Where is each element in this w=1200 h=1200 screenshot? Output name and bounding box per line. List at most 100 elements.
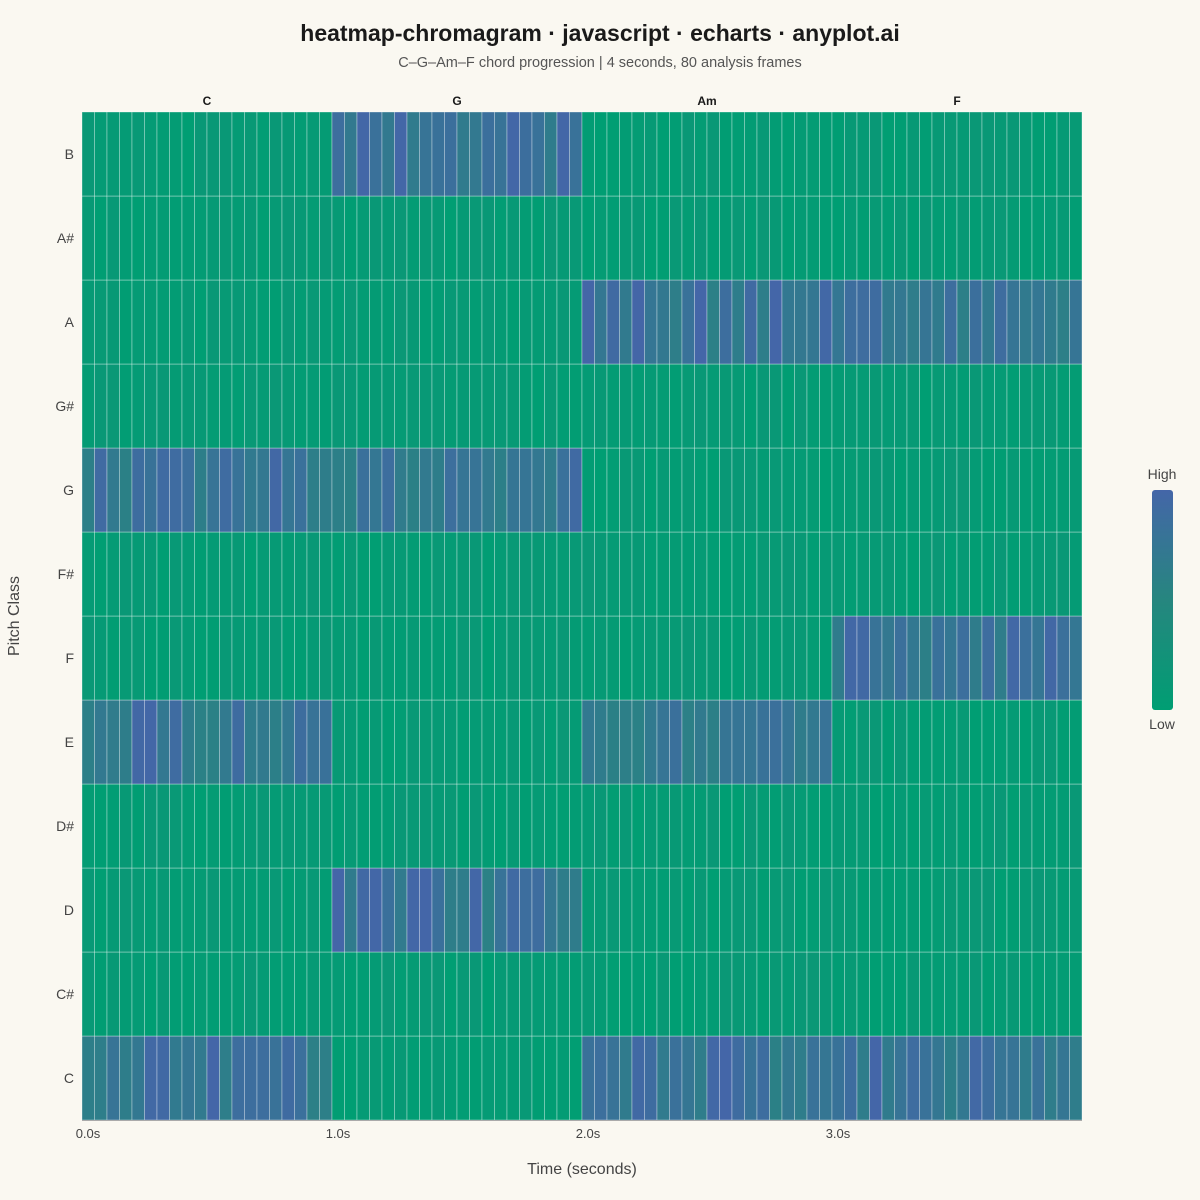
heatmap-cell[interactable] [456,531,470,617]
heatmap-cell[interactable] [944,363,958,449]
heatmap-cell[interactable] [956,111,970,197]
heatmap-cell[interactable] [519,363,533,449]
heatmap-cell[interactable] [219,447,233,533]
heatmap-cell[interactable] [206,1035,220,1121]
heatmap-cell[interactable] [606,447,620,533]
heatmap-cell[interactable] [781,699,795,785]
heatmap-cell[interactable] [244,699,258,785]
heatmap-cell[interactable] [756,867,770,953]
heatmap-cell[interactable] [456,447,470,533]
heatmap-cell[interactable] [581,531,595,617]
heatmap-cell[interactable] [581,699,595,785]
heatmap-cell[interactable] [81,111,95,197]
heatmap-cell[interactable] [706,783,720,869]
heatmap-cell[interactable] [369,783,383,869]
heatmap-cell[interactable] [531,699,545,785]
heatmap-cell[interactable] [131,447,145,533]
heatmap-cell[interactable] [569,783,583,869]
heatmap-cell[interactable] [1031,699,1045,785]
heatmap-cell[interactable] [606,279,620,365]
heatmap-cell[interactable] [931,279,945,365]
heatmap-cell[interactable] [831,531,845,617]
heatmap-cell[interactable] [756,1035,770,1121]
heatmap-cell[interactable] [131,195,145,281]
heatmap-cell[interactable] [1019,615,1033,701]
heatmap-cell[interactable] [1056,867,1070,953]
heatmap-cell[interactable] [231,111,245,197]
heatmap-cell[interactable] [656,951,670,1037]
heatmap-cell[interactable] [419,363,433,449]
heatmap-cell[interactable] [1006,783,1020,869]
heatmap-cell[interactable] [469,531,483,617]
heatmap-cell[interactable] [894,111,908,197]
heatmap-cell[interactable] [181,867,195,953]
heatmap-cell[interactable] [231,867,245,953]
heatmap-cell[interactable] [431,195,445,281]
heatmap-cell[interactable] [381,1035,395,1121]
heatmap-cell[interactable] [719,111,733,197]
heatmap-cell[interactable] [494,531,508,617]
heatmap-cell[interactable] [694,195,708,281]
heatmap-cell[interactable] [331,111,345,197]
heatmap-cell[interactable] [356,279,370,365]
heatmap-cell[interactable] [1069,699,1083,785]
heatmap-cell[interactable] [106,195,120,281]
heatmap-cell[interactable] [544,447,558,533]
heatmap-cell[interactable] [569,951,583,1037]
heatmap-cell[interactable] [656,195,670,281]
heatmap-cell[interactable] [731,867,745,953]
heatmap-cell[interactable] [606,867,620,953]
heatmap-cell[interactable] [806,195,820,281]
heatmap-cell[interactable] [294,783,308,869]
heatmap-cell[interactable] [144,111,158,197]
heatmap-cell[interactable] [719,531,733,617]
heatmap-cell[interactable] [519,195,533,281]
heatmap-cell[interactable] [219,951,233,1037]
heatmap-cell[interactable] [869,111,883,197]
heatmap-cell[interactable] [881,531,895,617]
heatmap-cell[interactable] [944,615,958,701]
heatmap-cell[interactable] [806,279,820,365]
heatmap-cell[interactable] [456,867,470,953]
heatmap-cell[interactable] [544,783,558,869]
heatmap-cell[interactable] [706,279,720,365]
heatmap-cell[interactable] [769,615,783,701]
heatmap-cell[interactable] [656,867,670,953]
heatmap-cell[interactable] [719,783,733,869]
heatmap-cell[interactable] [1006,363,1020,449]
heatmap-cell[interactable] [1019,279,1033,365]
heatmap-cell[interactable] [644,1035,658,1121]
heatmap-cell[interactable] [756,195,770,281]
heatmap-cell[interactable] [681,783,695,869]
heatmap-cell[interactable] [331,867,345,953]
heatmap-cell[interactable] [756,951,770,1037]
heatmap-cell[interactable] [444,447,458,533]
heatmap-cell[interactable] [819,195,833,281]
heatmap-cell[interactable] [544,111,558,197]
heatmap-cell[interactable] [706,1035,720,1121]
heatmap-cell[interactable] [744,195,758,281]
heatmap-cell[interactable] [581,951,595,1037]
heatmap-cell[interactable] [456,783,470,869]
heatmap-cell[interactable] [819,447,833,533]
heatmap-cell[interactable] [656,783,670,869]
heatmap-cell[interactable] [831,1035,845,1121]
heatmap-cell[interactable] [1044,1035,1058,1121]
heatmap-cell[interactable] [256,111,270,197]
heatmap-cell[interactable] [606,783,620,869]
heatmap-cell[interactable] [831,363,845,449]
heatmap-cell[interactable] [1019,783,1033,869]
heatmap-cell[interactable] [381,111,395,197]
heatmap-cell[interactable] [506,783,520,869]
heatmap-cell[interactable] [1006,111,1020,197]
heatmap-cell[interactable] [531,279,545,365]
heatmap-cell[interactable] [1031,951,1045,1037]
heatmap-cell[interactable] [319,531,333,617]
heatmap-cell[interactable] [981,783,995,869]
heatmap-cell[interactable] [956,951,970,1037]
heatmap-cell[interactable] [194,1035,208,1121]
heatmap-cell[interactable] [206,615,220,701]
heatmap-cell[interactable] [406,951,420,1037]
heatmap-cell[interactable] [594,867,608,953]
heatmap-cell[interactable] [994,1035,1008,1121]
